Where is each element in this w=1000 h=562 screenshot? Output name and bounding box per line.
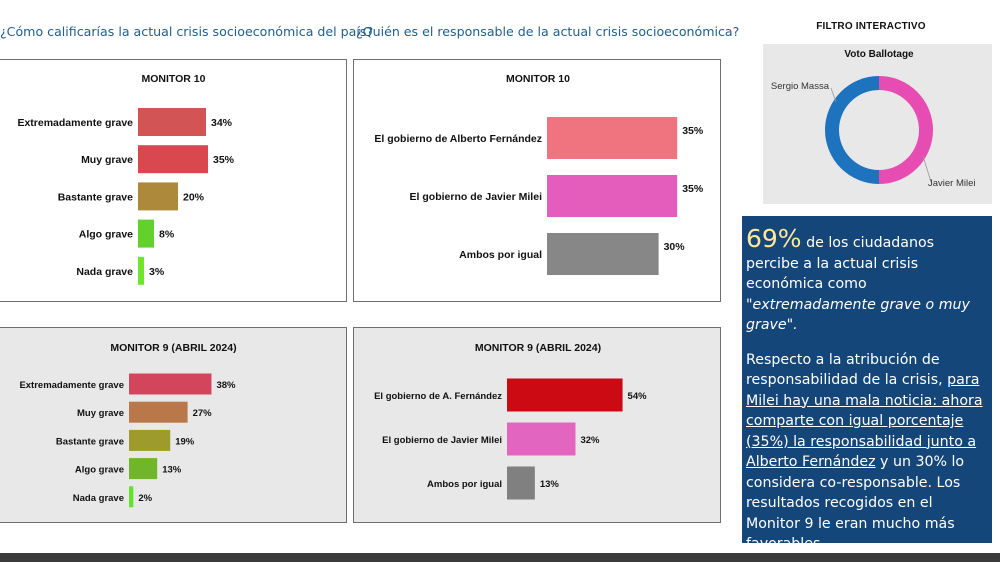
category-label: Ambos por igual bbox=[459, 249, 542, 261]
bar bbox=[138, 182, 178, 211]
value-label: 13% bbox=[162, 465, 182, 476]
category-label: Extremadamente grave bbox=[19, 380, 124, 391]
chart-monitor9-responsibility: MONITOR 9 (ABRIL 2024) El gobierno de A. … bbox=[353, 327, 721, 523]
insight-paragraph-1: 69% de los ciudadanos percibe a la actua… bbox=[746, 226, 986, 336]
category-label: Nada grave bbox=[76, 266, 133, 278]
category-label: Muy grave bbox=[81, 154, 133, 166]
insight-box: 69% de los ciudadanos percibe a la actua… bbox=[742, 216, 992, 552]
category-label: El gobierno de A. Fernández bbox=[374, 391, 502, 402]
value-label: 38% bbox=[216, 380, 236, 391]
bar bbox=[138, 108, 206, 136]
value-label: 8% bbox=[159, 229, 175, 241]
insight-p2-link[interactable]: para Milei hay una mala noticia: ahora c… bbox=[746, 372, 983, 470]
category-label: Algo grave bbox=[79, 229, 133, 241]
bar bbox=[547, 175, 678, 217]
value-label: 35% bbox=[213, 154, 235, 166]
category-label: Extremadamente grave bbox=[17, 117, 133, 129]
category-label: El gobierno de Javier Milei bbox=[410, 191, 543, 203]
insight-big-number: 69% bbox=[746, 224, 802, 253]
category-label: Algo grave bbox=[75, 465, 124, 476]
bar bbox=[129, 458, 158, 480]
bar bbox=[129, 429, 171, 451]
insight-p1-quote: "extremadamente grave o muy grave". bbox=[746, 296, 970, 334]
leader-line bbox=[922, 155, 932, 183]
leader-line bbox=[830, 87, 837, 103]
chart-title: MONITOR 10 bbox=[142, 73, 206, 85]
chart-title: MONITOR 10 bbox=[506, 73, 570, 85]
value-label: 27% bbox=[193, 408, 213, 419]
bar bbox=[129, 401, 188, 423]
filter-ballotage-chart[interactable]: Voto Ballotage Javier Milei Sergio Massa bbox=[763, 44, 992, 204]
value-label: 20% bbox=[183, 191, 205, 203]
insight-p1-text: de los ciudadanos percibe a la actual cr… bbox=[746, 235, 935, 292]
chart-monitor10-responsibility: MONITOR 10 El gobierno de Alberto Fernánd… bbox=[353, 59, 721, 302]
value-label: 30% bbox=[664, 241, 686, 253]
value-label: 35% bbox=[682, 183, 704, 195]
slice-label: Javier Milei bbox=[928, 178, 976, 189]
bar bbox=[138, 256, 144, 285]
chart-title: MONITOR 9 (ABRIL 2024) bbox=[110, 342, 236, 354]
bar bbox=[547, 233, 659, 275]
question-responsibility: ¿Quién es el responsable de la actual cr… bbox=[356, 24, 740, 39]
value-label: 32% bbox=[580, 435, 600, 446]
category-label: Bastante grave bbox=[58, 191, 133, 203]
bar bbox=[507, 466, 535, 500]
category-label: Ambos por igual bbox=[427, 479, 502, 490]
insight-paragraph-2: Respecto a la atribución de responsabili… bbox=[746, 350, 986, 555]
bar bbox=[547, 117, 678, 159]
insight-p2-intro: Respecto a la atribución de responsabili… bbox=[746, 351, 948, 389]
filter-heading: FILTRO INTERACTIVO bbox=[816, 21, 926, 32]
bar bbox=[138, 145, 208, 174]
bar bbox=[507, 422, 576, 456]
donut-slice[interactable] bbox=[825, 76, 879, 184]
value-label: 19% bbox=[175, 436, 195, 447]
category-label: El gobierno de Javier Milei bbox=[382, 435, 502, 446]
value-label: 2% bbox=[138, 493, 152, 504]
value-label: 13% bbox=[540, 479, 560, 490]
value-label: 34% bbox=[211, 117, 233, 129]
slice-label: Sergio Massa bbox=[771, 81, 830, 92]
footer-bar bbox=[0, 553, 1000, 562]
question-severity: ¿Cómo calificarías la actual crisis soci… bbox=[0, 24, 374, 39]
bar bbox=[129, 373, 212, 395]
bar bbox=[138, 219, 154, 248]
value-label: 54% bbox=[628, 391, 648, 402]
chart-title: Voto Ballotage bbox=[844, 49, 914, 60]
donut-slice[interactable] bbox=[879, 76, 933, 184]
category-label: Nada grave bbox=[73, 493, 124, 504]
category-label: Bastante grave bbox=[56, 436, 124, 447]
value-label: 3% bbox=[149, 266, 165, 278]
category-label: Muy grave bbox=[77, 408, 124, 419]
value-label: 35% bbox=[682, 125, 704, 137]
chart-monitor9-severity: MONITOR 9 (ABRIL 2024) Extremadamente gra… bbox=[0, 327, 347, 523]
insight-p2-tail: y un 30% lo considera co-responsable. Lo… bbox=[746, 454, 965, 552]
chart-monitor10-severity: MONITOR 10 Extremadamente grave 34% Muy gra… bbox=[0, 59, 347, 302]
chart-title: MONITOR 9 (ABRIL 2024) bbox=[475, 342, 601, 354]
category-label: El gobierno de Alberto Fernández bbox=[374, 133, 542, 145]
bar bbox=[129, 486, 134, 508]
bar bbox=[507, 378, 623, 412]
